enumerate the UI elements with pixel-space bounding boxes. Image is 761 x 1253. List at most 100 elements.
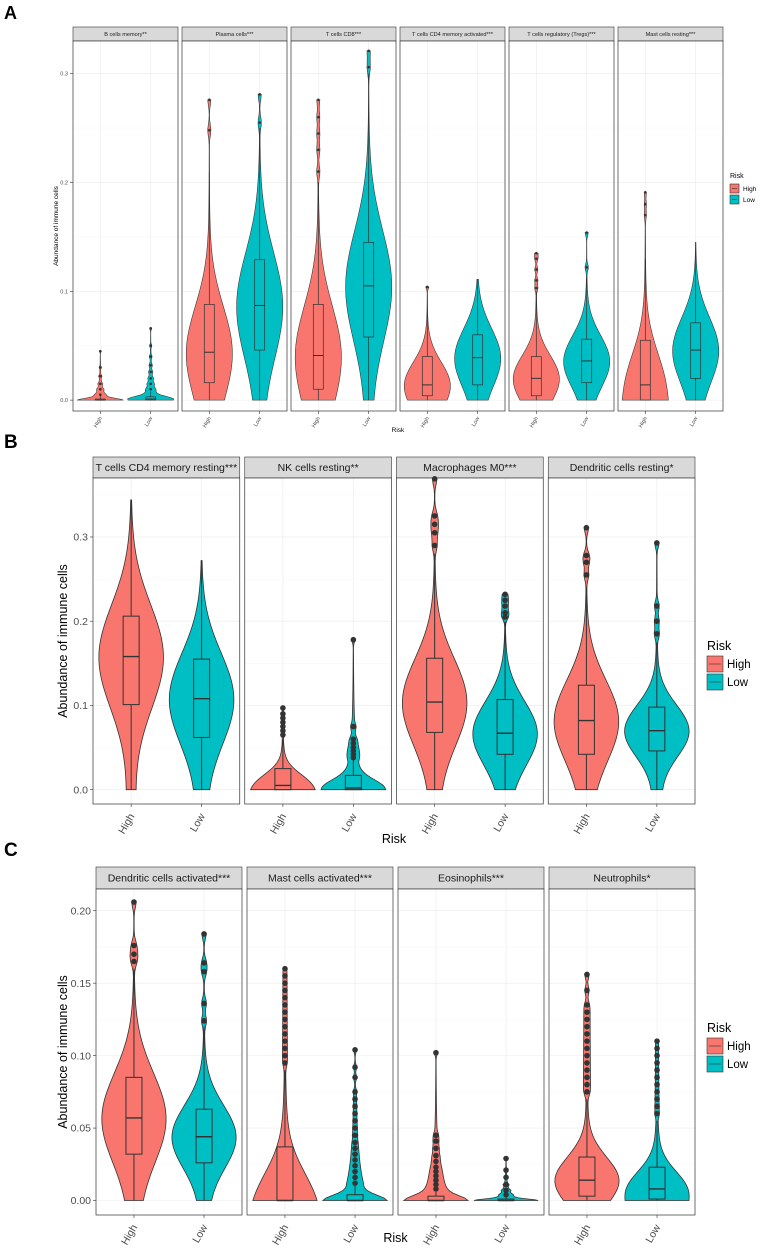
outlier-point: [208, 98, 211, 102]
facet-panel-bg: [73, 41, 178, 411]
x-tick-label-low: Low: [362, 415, 373, 428]
x-tick-label-low: Low: [492, 1222, 512, 1245]
outlier-point: [583, 552, 590, 559]
outlier-point: [149, 344, 152, 348]
outlier-point: [503, 1191, 509, 1198]
panel-label-b: B: [4, 432, 18, 453]
outlier-point: [654, 540, 660, 546]
outlier-point: [149, 326, 152, 330]
outlier-point: [433, 1186, 439, 1192]
outlier-point: [282, 973, 288, 979]
outlier-point: [352, 1064, 358, 1071]
x-tick-label-low: Low: [643, 811, 663, 834]
outlier-point: [317, 98, 320, 102]
outlier-point: [654, 631, 660, 637]
outlier-point: [282, 994, 288, 1001]
outlier-point: [644, 202, 647, 206]
facet-border: [290, 40, 397, 412]
box-low: [648, 1166, 666, 1200]
outlier-point: [431, 513, 438, 519]
outlier-point: [503, 1181, 509, 1188]
outlier-point: [282, 965, 288, 972]
facet-2-2: Eosinophils*** High Low: [397, 866, 545, 1247]
facet-0-1: Plasma cells*** High Low: [181, 26, 288, 429]
facet-border: [181, 40, 288, 412]
outlier-point: [317, 115, 320, 119]
outlier-point: [282, 987, 288, 994]
x-tick-label-high: High: [571, 811, 592, 836]
outlier-point: [584, 1002, 590, 1008]
facet-border: [397, 888, 545, 1216]
outlier-point: [584, 1038, 590, 1044]
x-axis-label: Risk: [382, 832, 407, 846]
outlier-point: [99, 387, 102, 391]
outlier-point: [503, 1187, 509, 1194]
outlier-point: [585, 231, 588, 234]
x-tick-label-low: Low: [190, 1222, 210, 1245]
box-low: [496, 699, 514, 755]
x-axis-label: Risk: [383, 1231, 408, 1245]
outlier-point: [535, 268, 538, 271]
outlier-point: [502, 614, 508, 620]
y-tick-label: 0.0: [60, 398, 68, 404]
facet-0-5: Mast cells resting*** High Low: [617, 26, 724, 429]
outlier-point: [282, 1016, 288, 1023]
facet-border: [548, 888, 696, 1216]
outlier-point: [654, 1067, 660, 1073]
outlier-point: [149, 377, 152, 380]
outlier-point: [654, 1052, 660, 1059]
facet-border: [508, 40, 615, 412]
outlier-point: [503, 1167, 509, 1173]
outlier-point: [584, 1060, 590, 1066]
box-high: [312, 304, 324, 390]
y-axis-label: Abundance of immune cells: [56, 975, 70, 1129]
outlier-point: [149, 355, 152, 358]
outlier-point: [352, 1125, 358, 1131]
outlier-point: [352, 1096, 358, 1102]
outlier-point: [433, 1132, 439, 1139]
outlier-point: [352, 1089, 358, 1095]
facet-1-0: T cells CD4 memory resting*** High Low: [92, 456, 241, 836]
outlier-point: [654, 1060, 660, 1066]
box-high: [125, 1076, 143, 1155]
outlier-point: [584, 1016, 590, 1023]
outlier-point: [149, 370, 152, 374]
facet-title: T cells CD4 memory resting***: [96, 462, 238, 474]
x-tick-label-low: Low: [471, 415, 482, 428]
outlier-point: [535, 251, 538, 255]
outlier-point: [131, 942, 137, 949]
x-tick-label-high: High: [572, 1222, 593, 1247]
outlier-point: [352, 1103, 358, 1110]
outlier-point: [431, 542, 438, 549]
outlier-point: [352, 1132, 358, 1139]
facet-title: Macrophages M0***: [423, 462, 516, 474]
outlier-point: [352, 1168, 358, 1175]
y-tick-label: 0.10: [71, 1050, 92, 1062]
facet-0-3: T cells CD4 memory activated*** High Low: [399, 26, 506, 429]
x-tick-label-high: High: [638, 416, 649, 429]
outlier-point: [433, 1173, 439, 1179]
outlier-point: [433, 1164, 439, 1170]
outlier-point: [654, 1074, 660, 1081]
outlier-point: [654, 1110, 660, 1117]
x-tick-label-low: Low: [144, 415, 155, 428]
outlier-point: [584, 987, 590, 994]
facet-border: [92, 477, 241, 805]
facet-border: [244, 477, 392, 805]
legend-label-low: Low: [727, 1059, 749, 1071]
outlier-point: [282, 980, 288, 986]
outlier-point: [433, 1152, 439, 1159]
legend-title: Risk: [707, 639, 732, 653]
outlier-point: [431, 529, 438, 536]
outlier-point: [584, 971, 590, 978]
y-tick-label: 0.3: [73, 532, 88, 544]
outlier-point: [131, 899, 137, 905]
facet-border: [246, 888, 394, 1216]
outlier-point: [99, 366, 102, 369]
outlier-point: [433, 1145, 439, 1152]
outlier-point: [282, 1002, 288, 1008]
outlier-point: [282, 1023, 288, 1030]
outlier-point: [352, 1151, 358, 1157]
outlier-point: [654, 618, 660, 625]
